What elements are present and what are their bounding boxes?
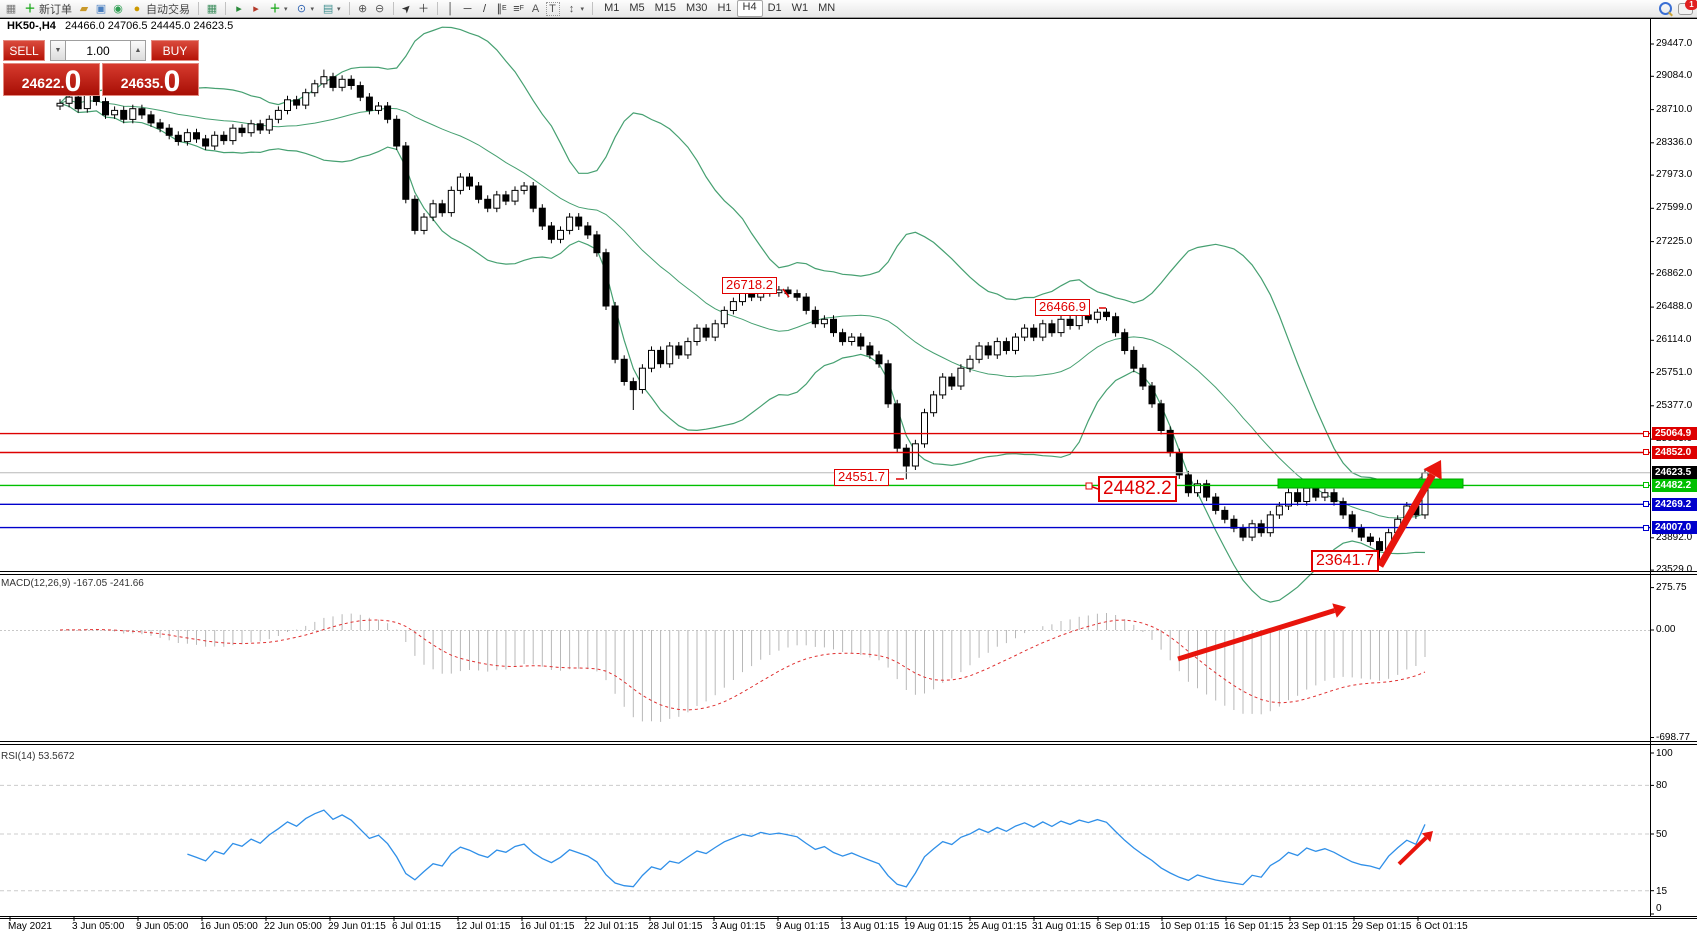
community-icon[interactable]: ▣ <box>95 2 107 15</box>
autotrading-icon: ● <box>133 2 141 15</box>
autotrading-button[interactable]: ● 自动交易 <box>128 1 192 17</box>
toolbar-separator <box>392 2 394 15</box>
main-toolbar: ▦ ＋ 新订单 ▰ ▣ ◉ ● 自动交易 ▦ ▸ ▸ ＋ ▾ ⊙ ▾ ▤ ▾ ⊕ ⊖ … <box>0 0 1697 18</box>
trend-arrow-head[interactable] <box>1421 831 1433 842</box>
timeframe-button-M1[interactable]: M1 <box>604 2 620 14</box>
one-click-trading-panel: SELL ▼ ▲ BUY 24622.0 24635.0 <box>3 40 199 98</box>
rsi-line <box>187 809 1426 888</box>
buy-price-display[interactable]: 24635. 0 <box>102 63 199 98</box>
ohlc-values-label: 24466.0 24706.5 24445.0 24623.5 <box>64 20 234 32</box>
indicators-icon: ＋ <box>269 2 281 15</box>
green-zone-rectangle[interactable] <box>1277 478 1464 489</box>
text-label-icon[interactable]: T <box>545 1 560 16</box>
indicators-button[interactable]: ＋ ▾ <box>269 2 288 15</box>
notifications-icon[interactable]: 1 <box>1678 0 1697 15</box>
toolbar-separator <box>592 2 594 15</box>
trendline-icon[interactable]: / <box>483 2 487 15</box>
callout-connector <box>782 288 790 298</box>
buy-price-big-digit: 0 <box>163 65 181 98</box>
template-icon: ▤ <box>322 2 334 15</box>
toolbar-separator <box>198 2 199 15</box>
notification-badge: 1 <box>1685 0 1697 10</box>
sell-price-display[interactable]: 24622. 0 <box>3 63 100 98</box>
candlesticks <box>56 69 1429 561</box>
timeframe-button-W1[interactable]: W1 <box>791 2 809 14</box>
toolbar-separator <box>436 2 438 15</box>
timeframe-button-H4[interactable]: H4 <box>736 0 763 17</box>
trend-arrow[interactable] <box>1397 836 1428 866</box>
timeframe-button-M5[interactable]: M5 <box>629 2 645 14</box>
timeframe-button-MN[interactable]: MN <box>818 2 836 14</box>
sell-button[interactable]: SELL <box>3 40 45 61</box>
toolbar-separator <box>348 2 350 15</box>
chart-shift-icon[interactable]: ▸ <box>253 2 259 15</box>
timeframe-button-M30[interactable]: M30 <box>686 2 708 14</box>
new-order-button[interactable]: ＋ 新订单 <box>21 1 74 17</box>
trend-arrow-head[interactable] <box>1332 603 1346 618</box>
volume-decrease-button[interactable]: ▼ <box>50 40 66 61</box>
arrows-tool-button[interactable]: ↕ ▾ <box>563 1 587 17</box>
callout-handle <box>1085 482 1093 490</box>
tile-windows-icon[interactable]: ▦ <box>206 2 218 15</box>
sell-price-big-digit: 0 <box>64 65 82 98</box>
timeframe-bar: M1 M5 M15 M30 H1 H4 D1 W1 MN <box>599 0 840 17</box>
horizontal-line-icon[interactable]: ─ <box>463 2 472 15</box>
sell-price-main: 24622. <box>21 75 65 91</box>
text-icon[interactable]: A <box>531 2 540 15</box>
toolbar-right-group: 1 <box>1659 0 1697 15</box>
signals-icon[interactable]: ◉ <box>113 2 123 15</box>
crosshair-icon[interactable]: ＋ <box>418 2 430 15</box>
buy-button[interactable]: BUY <box>151 40 199 61</box>
clock-icon: ⊙ <box>296 2 307 15</box>
trend-arrow-head[interactable] <box>1423 460 1442 480</box>
toolbar-separator <box>225 2 226 15</box>
timeframe-button-D1[interactable]: D1 <box>767 2 782 14</box>
chart-symbol-title: HK50-,H4 24466.0 24706.5 24445.0 24623.5 <box>7 20 233 32</box>
chart-window-icon[interactable]: ▦ <box>5 2 17 15</box>
timeframe-button-H1[interactable]: H1 <box>717 2 732 14</box>
templates-button[interactable]: ▤ ▾ <box>322 2 341 15</box>
equidistant-channel-icon[interactable]: ∥ E <box>496 2 507 15</box>
auto-scroll-icon[interactable]: ▸ <box>236 2 242 15</box>
new-order-icon: ＋ <box>24 2 36 15</box>
trend-arrow[interactable] <box>1376 472 1436 568</box>
periods-button[interactable]: ⊙ ▾ <box>293 1 317 17</box>
buy-price-main: 24635. <box>120 75 164 91</box>
trend-arrow[interactable] <box>1177 608 1336 662</box>
symbol-timeframe-label: HK50-,H4 <box>7 20 56 32</box>
gold-bar-icon[interactable]: ▰ <box>79 2 89 15</box>
vertical-line-icon[interactable]: │ <box>447 2 454 15</box>
search-icon[interactable] <box>1659 2 1672 15</box>
volume-increase-button[interactable]: ▲ <box>130 40 146 61</box>
timeframe-button-M15[interactable]: M15 <box>654 2 677 14</box>
bollinger-upper-band <box>59 26 1426 484</box>
arrows-tool-icon: ↕ <box>568 2 575 15</box>
autotrading-label: 自动交易 <box>146 3 190 16</box>
macd-signal-line <box>59 619 1426 711</box>
volume-input[interactable] <box>66 40 130 61</box>
new-order-label: 新订单 <box>39 3 72 16</box>
fibonacci-icon[interactable]: ≡ F <box>513 2 524 15</box>
bollinger-middle-band <box>59 99 1426 519</box>
macd-histogram <box>68 613 1426 722</box>
zoom-in-icon[interactable]: ⊕ <box>357 2 368 15</box>
zoom-out-icon[interactable]: ⊖ <box>374 2 385 15</box>
